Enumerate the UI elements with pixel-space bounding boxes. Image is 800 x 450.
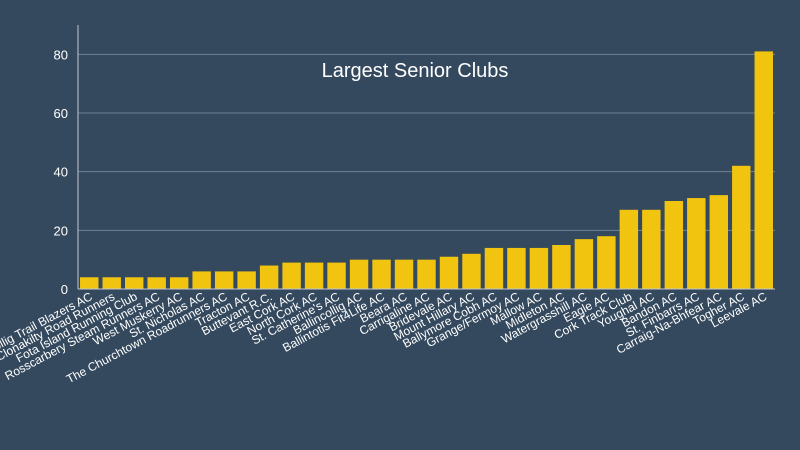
bar	[552, 245, 571, 289]
bar	[619, 209, 639, 289]
bar	[642, 209, 661, 289]
bar	[507, 247, 526, 289]
bar	[102, 277, 121, 289]
bar	[214, 271, 234, 289]
bar	[327, 262, 346, 289]
y-tick-label: 20	[54, 223, 68, 238]
bar	[169, 277, 189, 289]
bars	[80, 51, 773, 290]
bar	[574, 239, 594, 289]
bar	[282, 262, 301, 289]
bar	[192, 271, 211, 289]
y-tick-label: 60	[54, 106, 68, 121]
x-axis-ticks: Ballincollig Trail Blazers ACClonakilty …	[0, 289, 769, 386]
bar	[349, 259, 369, 289]
bar	[687, 198, 706, 289]
bar	[259, 265, 279, 289]
y-tick-label: 80	[54, 47, 68, 62]
bar	[372, 259, 391, 289]
bar	[124, 277, 144, 289]
bar	[732, 165, 751, 289]
y-tick-label: 0	[61, 282, 68, 297]
bar	[462, 253, 481, 289]
bar	[664, 201, 684, 289]
y-axis-ticks: 0 20 40 60 80	[54, 47, 68, 297]
bar	[597, 236, 616, 289]
bar	[237, 271, 256, 289]
y-tick-label: 40	[54, 165, 68, 180]
bar	[484, 247, 504, 289]
chart-title: Largest Senior Clubs	[322, 60, 509, 82]
bar	[439, 256, 459, 289]
bar	[304, 262, 324, 289]
bar	[80, 277, 99, 289]
bar	[394, 259, 414, 289]
bar	[147, 277, 166, 289]
bar	[417, 259, 436, 289]
bar	[529, 247, 549, 289]
bar	[709, 195, 729, 289]
bar	[754, 51, 773, 290]
